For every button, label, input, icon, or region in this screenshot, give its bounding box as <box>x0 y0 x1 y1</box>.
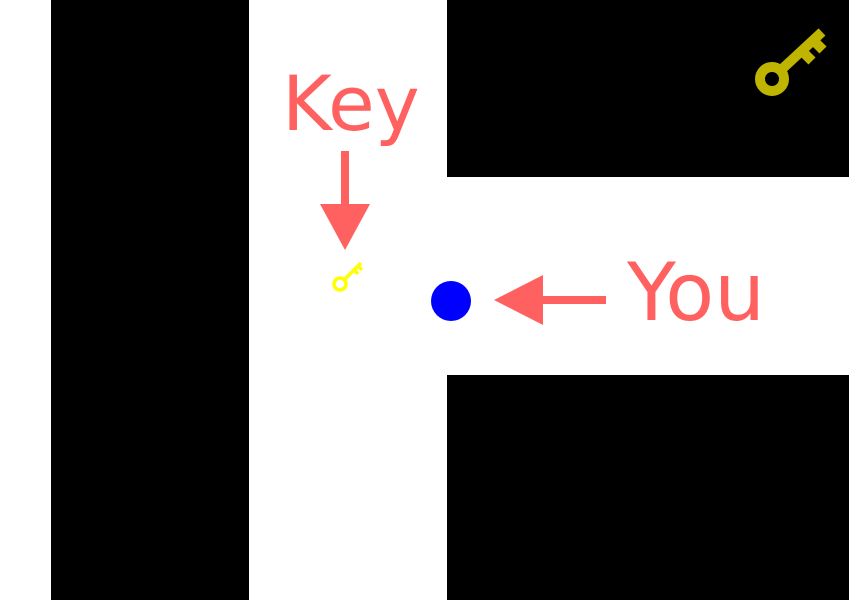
key-annotation-label: Key <box>282 59 420 148</box>
key-icon[interactable] <box>328 258 368 298</box>
player-annotation-label: You <box>627 246 765 339</box>
key-pointer-arrow <box>320 151 370 250</box>
right-corridor <box>445 177 849 375</box>
center-corridor <box>249 0 447 600</box>
player-pointer-arrow <box>494 275 606 325</box>
inventory-key-icon <box>755 28 827 96</box>
left-corridor <box>0 0 51 600</box>
player-avatar <box>431 281 471 321</box>
